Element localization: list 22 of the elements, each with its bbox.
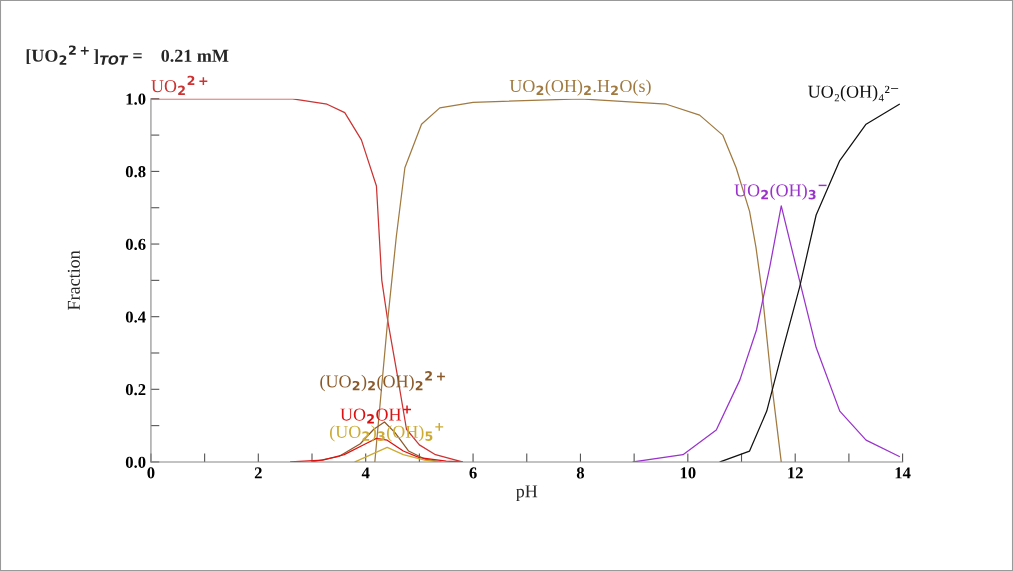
series-label: UO$_{2}$OH$^{+}$: [340, 405, 411, 424]
y-tick-label: 0.8: [125, 166, 146, 178]
series-label: UO$_{2}$(OH)$_{2}$.H$_{2}$O(s): [509, 79, 651, 96]
y-tick-label: 0.6: [125, 238, 146, 251]
y-tick-label: 0.2: [125, 384, 146, 396]
x-axis-title: pH: [516, 485, 538, 502]
y-tick-label: 1.0: [126, 93, 146, 105]
x-tick-label: 12: [788, 467, 803, 479]
x-tick-label: 8: [576, 467, 585, 479]
text: [UO$_{2}$$^{2+}$]$_{TOT}$ = 0.21 mM: [26, 45, 229, 65]
x-tick-label: 0: [147, 467, 155, 479]
y-axis-title: Fraction: [67, 250, 80, 310]
y-tick-label: 0.0: [125, 456, 146, 468]
series-label: UO₂(OH)₄²⁻: [808, 85, 899, 102]
x-tick-label: 10: [680, 467, 696, 479]
x-tick-label: 6: [469, 467, 477, 479]
y-tick-label: 0.4: [125, 311, 146, 323]
line-series: [719, 103, 900, 462]
x-tick-label: 2: [254, 467, 262, 479]
x-tick-label: 14: [895, 467, 911, 479]
x-tick-label: 4: [361, 467, 370, 479]
series-label: UO$_{2}$$^{2+}$: [151, 75, 208, 95]
